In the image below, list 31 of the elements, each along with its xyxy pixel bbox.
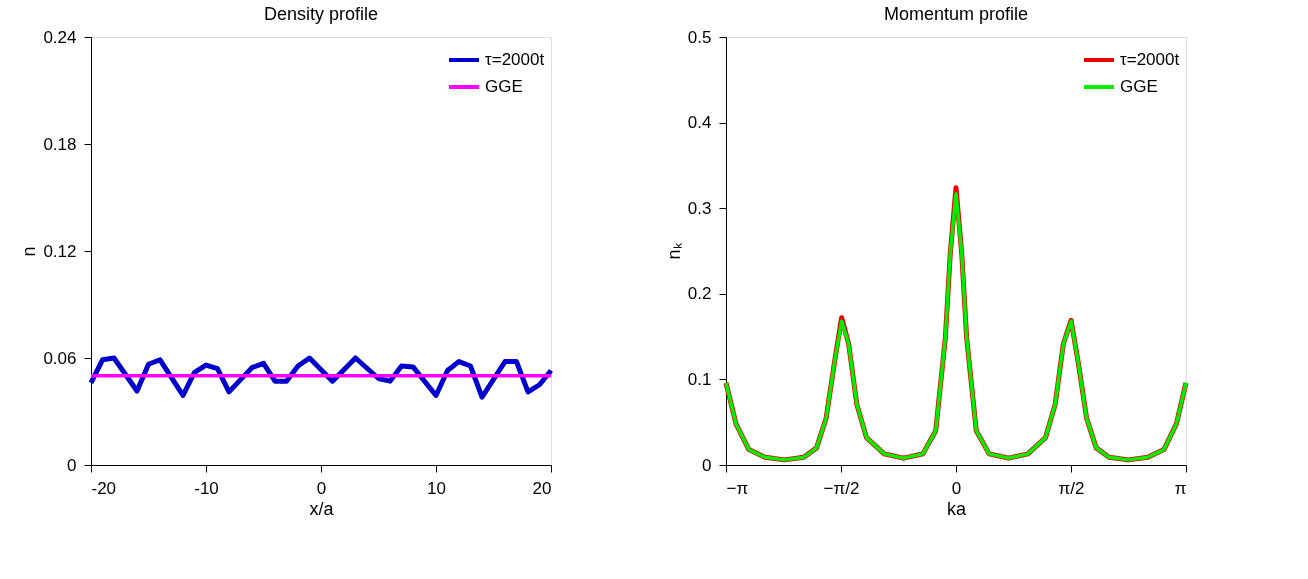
- y-tick-label: 0.5: [687, 27, 712, 47]
- x-tick-label: -10: [194, 478, 219, 498]
- x-tick-label: −π: [726, 478, 749, 498]
- y-tick-label: 0.4: [687, 113, 712, 133]
- legend-label: τ=2000t: [485, 50, 545, 69]
- x-axis-title: x/a: [309, 498, 335, 519]
- y-tick-label: 0.2: [687, 284, 712, 304]
- x-axis-title: ka: [946, 498, 967, 519]
- x-tick-label: -20: [91, 478, 117, 498]
- y-axis-title: n: [19, 246, 40, 257]
- y-tick-label: 0.1: [687, 369, 712, 389]
- x-tick-label: 0: [951, 478, 962, 498]
- chart-title: Density profile: [263, 4, 379, 24]
- x-tick-label: 20: [532, 478, 552, 498]
- x-tick-label: π: [1174, 478, 1187, 498]
- y-tick-label: 0.06: [43, 348, 77, 368]
- y-tick-label: 0: [702, 455, 712, 475]
- y-tick-label: 0.12: [43, 241, 77, 261]
- y-tick-label: 0: [67, 455, 77, 475]
- x-tick-label: 0: [316, 478, 327, 498]
- chart-title: Momentum profile: [883, 4, 1029, 24]
- legend-label: GGE: [485, 77, 523, 96]
- x-tick-label: 10: [427, 478, 446, 498]
- x-tick-label: π/2: [1058, 478, 1085, 498]
- y-axis-title: nₖ: [663, 242, 684, 260]
- y-tick-label: 0.18: [43, 134, 77, 154]
- legend-label: GGE: [1120, 77, 1158, 96]
- y-tick-label: 0.3: [687, 198, 712, 218]
- x-tick-label: −π/2: [823, 478, 860, 498]
- legend-label: τ=2000t: [1120, 50, 1180, 69]
- y-tick-label: 0.24: [43, 27, 77, 47]
